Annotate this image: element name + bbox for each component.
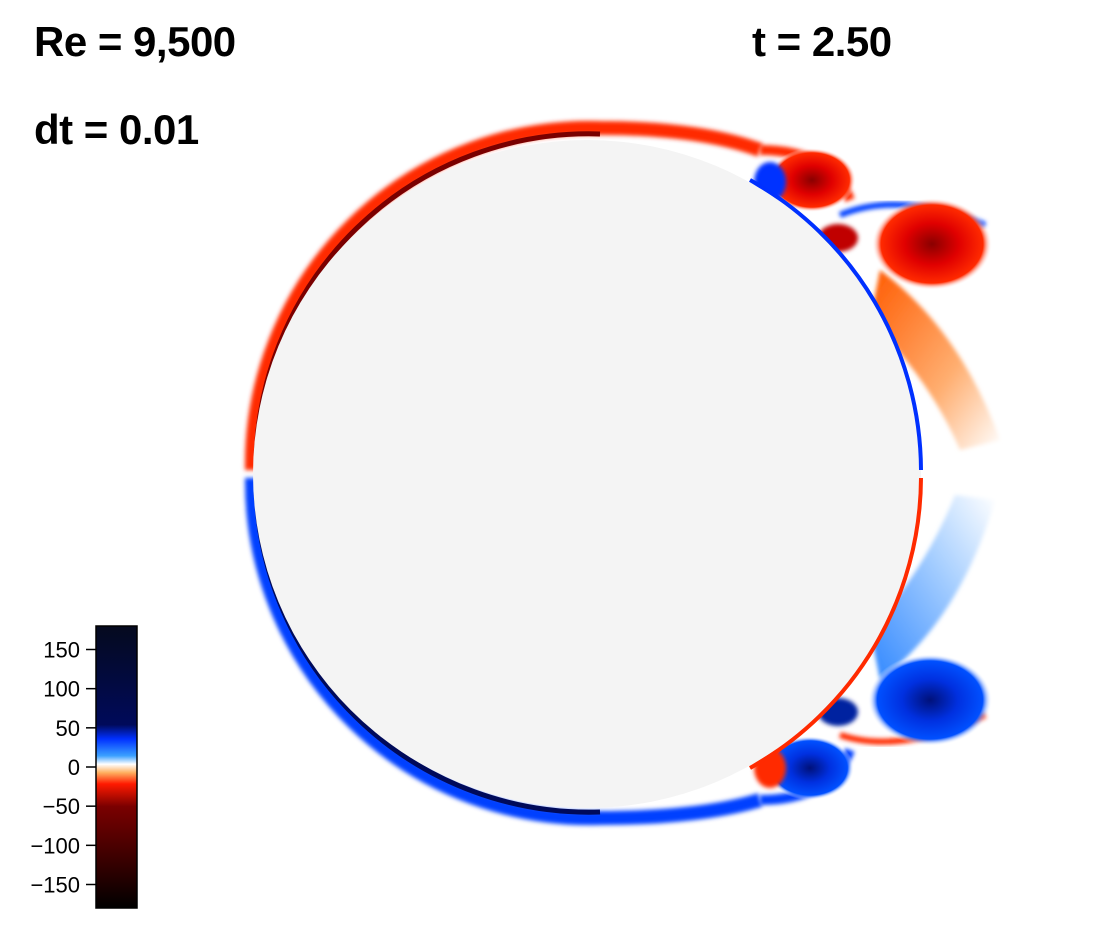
wake-tails xyxy=(870,270,1000,680)
red-vortex-upper xyxy=(872,198,992,290)
colorbar-tick-label: −100 xyxy=(30,833,80,858)
colorbar: 150 100 50 0 −50 −100 −150 xyxy=(30,625,138,909)
reynolds-number-label: Re = 9,500 xyxy=(34,18,236,65)
colorbar-ticks: 150 100 50 0 −50 −100 −150 xyxy=(30,638,96,898)
colorbar-tick-label: −150 xyxy=(30,873,80,898)
blue-vortex-lower xyxy=(868,654,992,746)
blue-vortex-small-lower xyxy=(766,736,854,800)
colorbar-gradient xyxy=(95,625,138,909)
timestep-label: dt = 0.01 xyxy=(34,106,199,153)
cylinder-body xyxy=(253,140,921,808)
time-label: t = 2.50 xyxy=(752,18,892,65)
colorbar-tick-label: 100 xyxy=(43,677,80,702)
colorbar-tick-label: 50 xyxy=(56,716,80,741)
red-vortex-small-upper xyxy=(768,148,856,212)
colorbar-tick-label: −50 xyxy=(43,794,80,819)
colorbar-tick-label: 150 xyxy=(43,638,80,663)
colorbar-tick-label: 0 xyxy=(68,755,80,780)
rear-boundary-layers xyxy=(749,178,923,770)
shed-vortices xyxy=(754,148,992,800)
